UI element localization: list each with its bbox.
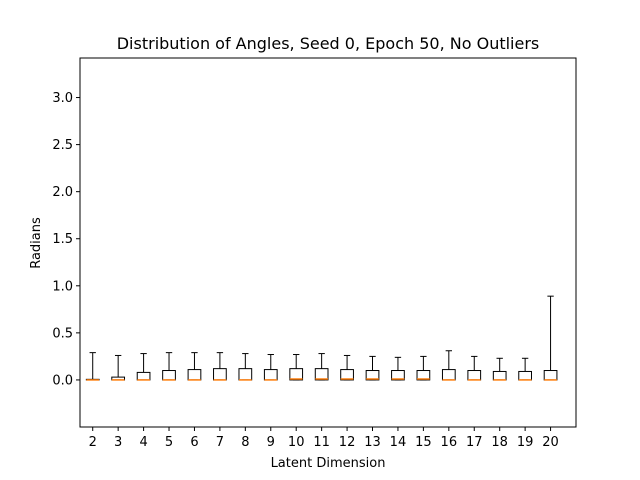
chart-title: Distribution of Angles, Seed 0, Epoch 50… bbox=[117, 34, 540, 53]
box-16 bbox=[441, 350, 456, 381]
box-body bbox=[391, 370, 405, 381]
x-tick-label: 4 bbox=[139, 435, 147, 450]
box-8 bbox=[238, 353, 253, 381]
y-tick-label: 1.0 bbox=[52, 279, 73, 294]
box-18 bbox=[492, 357, 507, 381]
box-10 bbox=[289, 354, 304, 381]
x-tick-label: 18 bbox=[491, 435, 508, 450]
x-tick-label: 17 bbox=[466, 435, 483, 450]
x-tick-label: 9 bbox=[267, 435, 275, 450]
plot-area-frame bbox=[79, 57, 577, 428]
x-axis: 2 3 4 5 6 7 8 9 10 11 12 13 14 15 16 17 18 19 20 bbox=[89, 427, 559, 450]
box-17 bbox=[467, 355, 482, 381]
x-tick-label: 15 bbox=[415, 435, 432, 450]
x-tick-label: 2 bbox=[89, 435, 97, 450]
x-tick-label: 20 bbox=[542, 435, 559, 450]
y-tick-label: 0.0 bbox=[52, 373, 73, 388]
box-body bbox=[289, 368, 304, 381]
x-tick-label: 6 bbox=[190, 435, 198, 450]
x-tick-label: 12 bbox=[339, 435, 356, 450]
x-tick-label: 7 bbox=[216, 435, 224, 450]
box-body bbox=[340, 369, 354, 381]
x-axis-label: Latent Dimension bbox=[271, 456, 386, 471]
y-tick-label: 0.5 bbox=[52, 326, 73, 341]
box-6 bbox=[187, 352, 202, 381]
box-3 bbox=[111, 354, 126, 381]
box-12 bbox=[340, 354, 354, 381]
box-7 bbox=[213, 352, 227, 381]
y-axis: 0.0 0.5 1.0 1.5 2.0 2.5 3.0 bbox=[52, 91, 80, 388]
x-tick-label: 19 bbox=[517, 435, 534, 450]
x-tick-label: 14 bbox=[390, 435, 407, 450]
box-15 bbox=[416, 355, 431, 381]
box-2 bbox=[85, 352, 100, 381]
x-tick-label: 5 bbox=[165, 435, 173, 450]
box-body bbox=[416, 370, 431, 381]
box-20 bbox=[543, 295, 558, 381]
y-axis-label: Radians bbox=[29, 217, 44, 269]
box-5 bbox=[162, 352, 176, 381]
y-tick-label: 2.5 bbox=[52, 138, 73, 153]
x-tick-label: 11 bbox=[313, 435, 330, 450]
box-4 bbox=[136, 353, 151, 381]
box-11 bbox=[314, 353, 329, 381]
box-9 bbox=[263, 354, 278, 381]
x-tick-label: 16 bbox=[441, 435, 458, 450]
box-13 bbox=[365, 355, 380, 381]
box-19 bbox=[518, 357, 532, 381]
box-body bbox=[365, 370, 380, 381]
box-body bbox=[314, 368, 329, 381]
x-tick-label: 10 bbox=[288, 435, 305, 450]
y-tick-label: 1.5 bbox=[52, 232, 73, 247]
y-tick-label: 3.0 bbox=[52, 91, 73, 106]
x-tick-label: 13 bbox=[364, 435, 381, 450]
x-tick-label: 3 bbox=[114, 435, 122, 450]
box-series bbox=[85, 295, 558, 381]
x-tick-label: 8 bbox=[241, 435, 249, 450]
y-tick-label: 2.0 bbox=[52, 185, 73, 200]
box-14 bbox=[391, 356, 405, 381]
